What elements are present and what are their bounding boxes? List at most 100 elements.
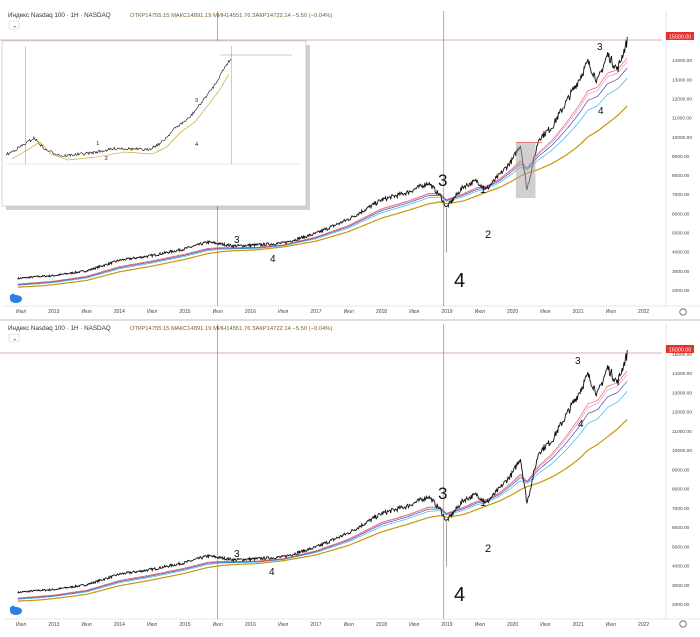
x-tick-label: 2021: [573, 309, 584, 315]
top-logo: [9, 293, 22, 303]
x-tick-label: 2015: [179, 309, 190, 315]
moving-average-line: [17, 418, 628, 602]
y-tick-label: 13000.00: [672, 390, 692, 396]
top-collapse-glyph: ⌄: [12, 23, 17, 30]
bottom-plot-area: [0, 324, 662, 619]
x-tick-label: 2018: [376, 622, 387, 628]
x-tick-label: 2013: [48, 622, 59, 628]
x-tick-label: 2020: [507, 309, 518, 315]
inset-wave-label: 2: [105, 156, 108, 162]
y-tick-label: 3000.00: [672, 269, 690, 275]
y-tick-label: 7000.00: [672, 506, 690, 512]
y-tick-label: 2000.00: [672, 602, 690, 608]
gear-icon[interactable]: [679, 308, 687, 316]
x-tick-label: 2014: [114, 622, 125, 628]
wave-label: 4: [598, 106, 604, 117]
x-tick-label: Июл: [409, 309, 419, 315]
y-tick-label: 6000.00: [672, 525, 690, 531]
wave-label: 3: [575, 356, 581, 367]
gear-icon[interactable]: [679, 620, 687, 628]
top-price-tag: 15000.00: [666, 32, 694, 40]
y-tick-label: 11000.00: [672, 116, 692, 122]
y-tick-label: 15000.00: [672, 352, 692, 358]
wave-label: 4: [454, 584, 465, 606]
x-tick-label: Июл: [540, 622, 550, 628]
y-tick-label: 11000.00: [672, 429, 692, 435]
inset-moving-average: [11, 73, 230, 161]
y-tick-label: 6000.00: [672, 211, 690, 217]
x-tick-label: 2016: [245, 622, 256, 628]
x-tick-label: Июл: [540, 309, 550, 315]
price-tag-box: [666, 345, 694, 353]
x-tick-label: Июл: [213, 309, 223, 315]
y-tick-label: 10000.00: [672, 135, 692, 141]
bottom-chart-ohlc: ОТКР14755.15 МАКС14891.19 МИН14551.76 ЗА…: [130, 326, 332, 332]
top-collapse-button[interactable]: [8, 20, 20, 30]
wave-label: 3: [234, 235, 240, 246]
moving-average-line: [17, 370, 628, 599]
x-tick-label: Июл: [344, 622, 354, 628]
x-tick-label: Июл: [16, 309, 26, 315]
y-tick-label: 9000.00: [672, 467, 690, 473]
moving-average-line: [17, 374, 628, 599]
y-tick-label: 2000.00: [672, 288, 690, 294]
inset-wave-label: 3: [195, 98, 198, 104]
price-tag-text: 15000.00: [669, 34, 691, 40]
y-tick-label: 8000.00: [672, 487, 690, 493]
x-tick-label: 2020: [507, 622, 518, 628]
price-tag-text: 15000.00: [669, 347, 691, 353]
x-tick-label: Июл: [82, 309, 92, 315]
inset-wave-label: 4: [195, 142, 198, 148]
x-tick-label: Июл: [606, 309, 616, 315]
x-tick-label: Июл: [147, 309, 157, 315]
inset-content: 1 2 3 4: [5, 46, 300, 165]
top-wave-labels: 3 4 3 1 2 4 3 4: [234, 42, 604, 292]
x-tick-label: 2018: [376, 309, 387, 315]
bottom-chart-title: Индекс Nasdaq 100 · 1Н · NASDAQ: [8, 325, 111, 332]
x-tick-label: Июл: [475, 622, 485, 628]
wave-label: 3: [438, 171, 447, 190]
moving-average-line: [17, 380, 628, 599]
bottom-chart-panel: 2000.00 3000.00 4000.00 5000.00 6000.00 7000.…: [0, 319, 700, 628]
moving-average-line: [17, 391, 628, 600]
y-tick-label: 8000.00: [672, 173, 690, 179]
highlight-box: [515, 142, 536, 199]
bottom-price-tag: 15000.00: [666, 345, 694, 353]
x-tick-label: Июл: [147, 622, 157, 628]
wave-label: 4: [269, 567, 275, 578]
bottom-collapse-glyph: ⌄: [12, 336, 17, 343]
x-tick-label: 2014: [114, 309, 125, 315]
inset-frame: [1, 40, 307, 207]
cloud-logo-icon: [9, 605, 17, 613]
y-tick-label: 10000.00: [672, 448, 692, 454]
x-tick-label: Июл: [82, 622, 92, 628]
y-tick-label: 9000.00: [672, 154, 690, 160]
inset-history-chart: 1 2 3 4: [1, 40, 310, 210]
x-tick-label: 2019: [441, 309, 452, 315]
x-tick-label: 2015: [179, 622, 190, 628]
x-tick-label: 2022: [638, 309, 649, 315]
price-tag-box: [666, 32, 694, 40]
wave-label: 1: [480, 184, 486, 196]
bottom-collapse-button[interactable]: [8, 333, 20, 343]
x-tick-label: Июл: [409, 622, 419, 628]
cloud-logo-icon: [9, 293, 17, 301]
y-tick-label: 5000.00: [672, 231, 690, 237]
bottom-wave-labels: 3 4 3 1 2 4 3 4: [234, 356, 584, 606]
y-tick-label: 7000.00: [672, 192, 690, 198]
inset-wave-label: 1: [96, 141, 99, 147]
inset-price-line: [5, 58, 232, 158]
top-chart-panel: 2000.00 3000.00 4000.00 5000.00 6000.00 7000.…: [4, 11, 700, 315]
x-tick-label: 2022: [638, 622, 649, 628]
y-tick-label: 13000.00: [672, 77, 692, 83]
y-tick-label: 4000.00: [672, 250, 690, 256]
wave-label: 3: [597, 42, 603, 53]
wave-label: 4: [578, 419, 584, 430]
wave-label: 2: [485, 543, 491, 555]
wave-label: 4: [270, 254, 276, 265]
x-tick-label: Июл: [278, 622, 288, 628]
x-tick-label: Июл: [213, 622, 223, 628]
y-tick-label: 12000.00: [672, 410, 692, 416]
wave-label: 4: [454, 270, 465, 292]
